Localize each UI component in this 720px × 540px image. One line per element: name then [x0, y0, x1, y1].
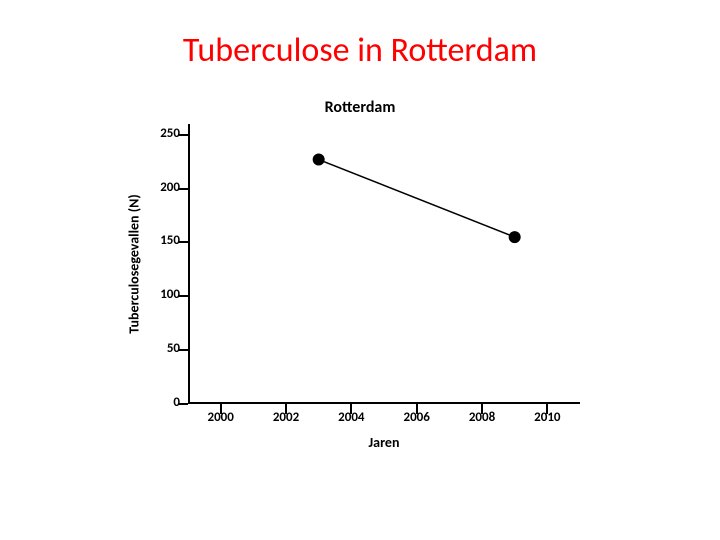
y-tick-label: 200 [160, 180, 180, 195]
x-tick-label: 2000 [207, 410, 233, 425]
y-tick-label: 150 [160, 233, 180, 248]
plot-area: Tuberculosegevallen (N) Jaren 0501001502… [188, 124, 580, 404]
x-tick-label: 2006 [403, 410, 429, 425]
chart-svg [188, 124, 580, 404]
series-line [319, 160, 515, 238]
x-axis-label: Jaren [188, 434, 580, 451]
slide-title: Tuberculose in Rotterdam [0, 30, 720, 71]
y-tick-label: 250 [160, 126, 180, 141]
series-marker [313, 154, 325, 166]
x-tick-label: 2010 [534, 410, 560, 425]
x-tick-label: 2004 [338, 410, 364, 425]
y-tick-label: 0 [173, 395, 180, 410]
series-marker [509, 231, 521, 243]
chart-title: Rotterdam [122, 98, 598, 117]
chart-region: Rotterdam Tuberculosegevallen (N) Jaren … [122, 98, 598, 478]
y-axis-label: Tuberculosegevallen (N) [126, 194, 143, 333]
x-tick-label: 2002 [273, 410, 299, 425]
x-tick-label: 2008 [469, 410, 495, 425]
y-tick-label: 50 [167, 341, 180, 356]
y-tick-label: 100 [160, 287, 180, 302]
